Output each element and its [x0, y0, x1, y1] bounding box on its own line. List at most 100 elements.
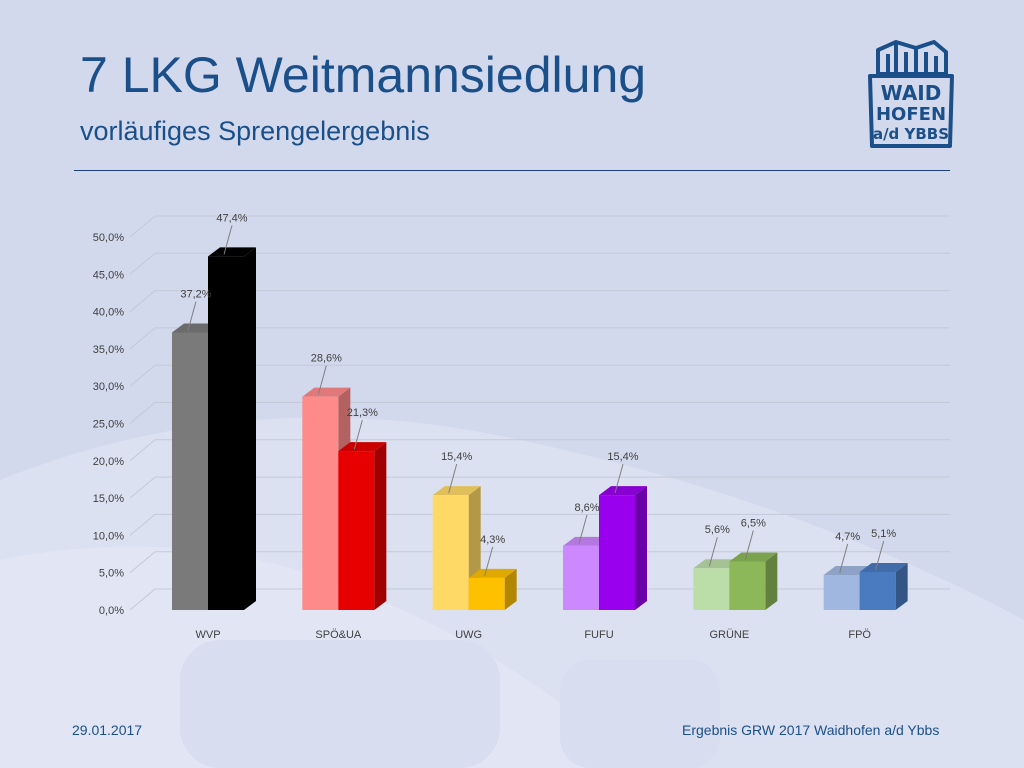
- slide-title: 7 LKG Weitmannsiedlung: [80, 47, 647, 103]
- gridline-depth: [129, 215, 156, 238]
- x-axis-categories: WVP SPÖ&UA UWG FUFU GRÜNE FPÖ: [195, 629, 871, 641]
- y-tick-label: 25,0%: [93, 419, 124, 431]
- bar-side: [244, 247, 256, 610]
- y-tick-label: 45,0%: [93, 269, 124, 281]
- bar-top: [599, 486, 647, 496]
- bar-side: [374, 442, 387, 610]
- gridline-depth: [129, 364, 156, 387]
- category-label: GRÜNE: [709, 629, 749, 641]
- category-label: FUFU: [584, 629, 613, 641]
- bar-side: [895, 562, 908, 610]
- data-label-leader: [875, 540, 885, 571]
- bar-top: [432, 486, 481, 496]
- bar-front: [599, 495, 635, 610]
- bar-front: [208, 256, 244, 610]
- bar-top: [859, 562, 908, 572]
- data-label: 8,6%: [574, 502, 599, 514]
- data-label-leader: [578, 514, 588, 544]
- bar-front: [729, 561, 766, 610]
- y-tick-label: 15,0%: [93, 493, 124, 505]
- bar-side: [635, 486, 647, 610]
- gridline-depth: [129, 588, 156, 611]
- y-tick-label: 10,0%: [93, 530, 124, 542]
- data-label: 4,3%: [480, 534, 505, 546]
- y-tick-label: 40,0%: [93, 307, 124, 319]
- gridline-depth: [129, 402, 156, 424]
- data-label: 4,7%: [835, 531, 860, 543]
- data-label-leader: [317, 365, 327, 395]
- data-label: 37,2%: [180, 288, 211, 300]
- category-label: UWG: [455, 629, 482, 641]
- bar-top: [729, 552, 778, 562]
- data-label-leader: [744, 530, 754, 560]
- data-label: 28,6%: [311, 353, 342, 365]
- chart-data-labels: 37,2% 47,4% 28,6% 21,3% 15,4% 4,3% 8,6% 15,4% 5,…: [180, 212, 896, 577]
- data-label-leader: [448, 463, 458, 494]
- bar: [338, 442, 387, 610]
- bar-front: [302, 396, 339, 610]
- data-label: 5,1%: [871, 528, 896, 540]
- category-label: FPÖ: [848, 629, 871, 641]
- data-label-leader: [614, 463, 624, 494]
- data-label-leader: [353, 419, 363, 450]
- y-axis-ticks: 0,0% 5,0% 10,0% 15,0% 20,0% 25,0% 30,0% 35,0% 40…: [93, 232, 124, 617]
- chart-gridlines: [129, 215, 950, 611]
- bar-top: [208, 247, 256, 257]
- category-label: SPÖ&UA: [315, 629, 362, 641]
- data-label-leader: [839, 543, 849, 574]
- gridline-depth: [129, 551, 156, 574]
- data-label-leader: [484, 546, 494, 577]
- bar-front: [338, 451, 375, 610]
- bar-front: [693, 568, 730, 610]
- gridline-depth: [129, 476, 156, 499]
- data-label-leader: [223, 225, 233, 255]
- bar-top: [338, 442, 387, 452]
- footer-source: Ergebnis GRW 2017 Waidhofen a/d Ybbs: [682, 722, 940, 738]
- bar-front: [859, 571, 896, 610]
- category-label: WVP: [195, 629, 220, 641]
- bar: [208, 247, 256, 610]
- bar-front: [468, 577, 505, 610]
- waidhofen-logo: WAID HOFEN a/d YBBS: [868, 40, 954, 148]
- bar: [599, 486, 647, 610]
- data-label: 47,4%: [216, 212, 247, 224]
- title-divider: [74, 170, 950, 171]
- bar-top: [302, 387, 351, 397]
- bar-front: [432, 495, 469, 610]
- y-tick-label: 5,0%: [99, 568, 124, 580]
- data-label: 5,6%: [705, 524, 730, 536]
- slide-subtitle: vorläufiges Sprengelergebnis: [80, 116, 430, 146]
- y-tick-label: 35,0%: [93, 344, 124, 356]
- data-label: 15,4%: [441, 451, 472, 463]
- data-label: 6,5%: [741, 518, 766, 530]
- logo-line-3: a/d YBBS: [873, 125, 949, 143]
- data-label: 21,3%: [347, 407, 378, 419]
- bar-top: [468, 568, 517, 578]
- data-label-leader: [708, 537, 718, 567]
- footer-date: 29.01.2017: [72, 722, 143, 738]
- logo-line-2: HOFEN: [876, 104, 946, 125]
- bar-front: [563, 545, 599, 610]
- gridline-depth: [129, 439, 156, 462]
- gridline-depth: [129, 514, 156, 536]
- gridline-depth: [129, 327, 156, 350]
- y-tick-label: 0,0%: [99, 605, 124, 617]
- y-tick-label: 20,0%: [93, 456, 124, 468]
- bar: [859, 562, 908, 610]
- gridline-depth: [129, 252, 156, 275]
- bar-front: [823, 574, 860, 610]
- y-tick-label: 30,0%: [93, 381, 124, 393]
- castle-tower-icon: [876, 40, 948, 76]
- data-label-leader: [187, 301, 197, 331]
- bar: [729, 552, 778, 610]
- bar-side: [504, 568, 517, 610]
- bar-front: [172, 332, 208, 610]
- y-tick-label: 50,0%: [93, 232, 124, 244]
- bar: [468, 568, 517, 610]
- chart-bars: [172, 247, 908, 610]
- data-label: 15,4%: [607, 451, 638, 463]
- bar-side: [765, 552, 778, 610]
- logo-line-1: WAID: [881, 81, 942, 105]
- gridline-depth: [129, 290, 156, 312]
